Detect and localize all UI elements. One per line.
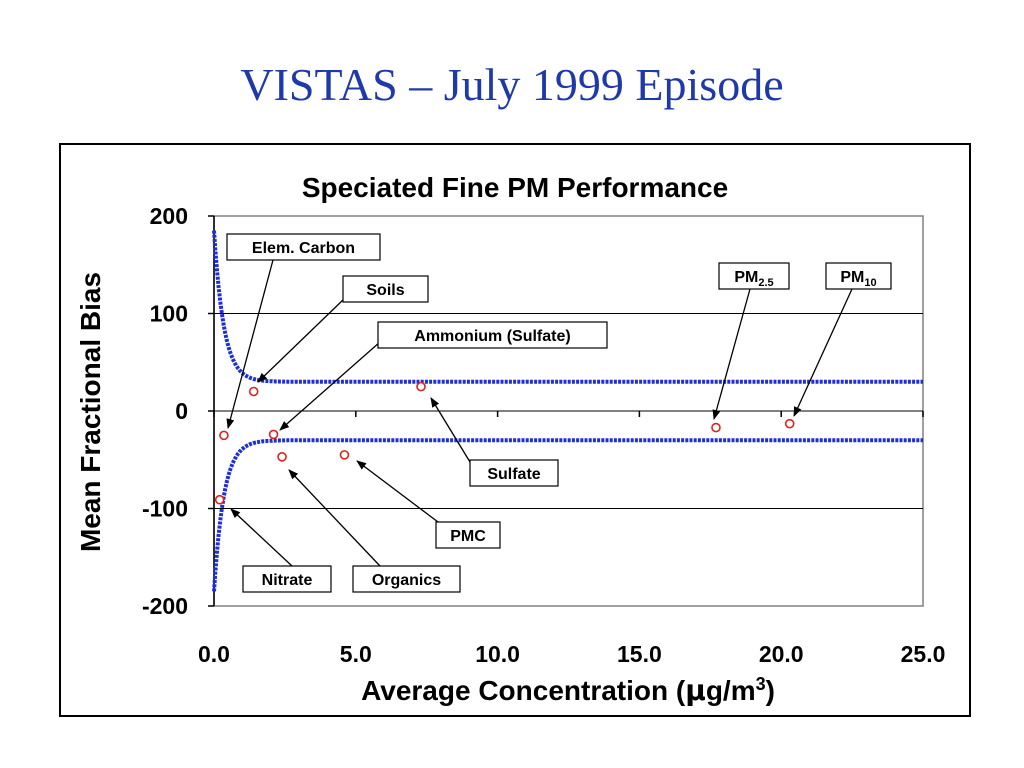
callout-labels: Elem. Carbon Soils Ammonium (Sulfate) Sulfa… xyxy=(226,233,892,593)
x-axis-title-main: Average Concentration ( xyxy=(361,675,686,706)
callout-label: Ammonium (Sulfate) xyxy=(414,328,570,345)
data-point-soils xyxy=(248,386,259,397)
x-axis-title-close: ) xyxy=(766,675,775,706)
callout-box xyxy=(226,233,381,261)
data-point-sulfate xyxy=(416,381,426,392)
callout-arrow xyxy=(430,397,471,463)
callout-label: Nitrate xyxy=(262,572,313,589)
y-tick-label: 200 xyxy=(150,203,188,229)
chart-title: Speciated Fine PM Performance xyxy=(302,172,728,203)
tick-labels: 200 100 0 -100 -200 0.0 5.0 10.0 15.0 20.0 25.0 xyxy=(142,203,945,667)
callout-sulfate: Sulfate xyxy=(469,459,559,487)
x-tick-label: 20.0 xyxy=(759,641,804,667)
callout-label: Elem. Carbon xyxy=(252,240,355,257)
data-point-pm10 xyxy=(784,418,795,429)
y-tick-label: 0 xyxy=(175,398,188,424)
callout-arrow xyxy=(226,259,274,429)
data-point-pm2-5 xyxy=(711,422,721,433)
bias-criteria-curves xyxy=(212,230,923,592)
callout-arrows xyxy=(226,259,853,567)
x-axis-title: Average Concentration (μg/m3) xyxy=(361,674,775,707)
callout-box xyxy=(469,459,559,487)
callout-label: Sulfate xyxy=(487,466,540,483)
callout-box xyxy=(377,321,608,349)
callout-box xyxy=(242,565,332,593)
x-axis-title-sup: 3 xyxy=(756,674,766,694)
callout-elem-carbon: Elem. Carbon xyxy=(226,233,381,261)
callout-label: PM2.5 xyxy=(734,269,773,289)
callout-box xyxy=(718,262,790,290)
x-tick-label: 10.0 xyxy=(475,641,520,667)
x-tick-label: 5.0 xyxy=(340,641,372,667)
callout-pm10: PM10 xyxy=(825,262,892,290)
callout-pmc: PMC xyxy=(435,521,501,549)
callout-nitrate: Nitrate xyxy=(242,565,332,593)
y-axis-title: Mean Fractional Bias xyxy=(75,272,106,552)
callout-label: Organics xyxy=(372,572,441,589)
callout-arrow xyxy=(288,469,381,567)
callout-soils: Soils xyxy=(342,275,429,303)
callout-label: Soils xyxy=(366,282,404,299)
data-point-organics xyxy=(277,452,287,462)
callout-arrow xyxy=(712,288,751,420)
x-tick-label: 0.0 xyxy=(198,641,230,667)
y-tick-label: 100 xyxy=(150,301,188,327)
callout-label: PMC xyxy=(450,528,486,545)
callout-arrow xyxy=(279,341,381,431)
data-point-pmc xyxy=(339,450,350,460)
callout-arrow xyxy=(257,298,345,383)
slide-title: VISTAS – July 1999 Episode xyxy=(240,59,784,110)
callout-box xyxy=(342,275,429,303)
grid-lines xyxy=(214,313,923,509)
callout-pm2-5: PM2.5 xyxy=(718,262,790,290)
callout-box xyxy=(352,565,461,593)
x-axis-title-mu: μ xyxy=(685,674,706,707)
callout-box xyxy=(825,262,892,290)
callout-box xyxy=(435,521,501,549)
y-tick-label: -100 xyxy=(142,496,188,522)
callout-arrow xyxy=(793,288,853,417)
x-tick-label: 25.0 xyxy=(901,641,946,667)
callout-organics: Organics xyxy=(352,565,461,593)
callout-arrow xyxy=(230,508,293,567)
data-point-nitrate xyxy=(214,494,225,505)
callout-arrow xyxy=(356,460,439,523)
y-tick-label: -200 xyxy=(142,593,188,619)
callout-label: PM10 xyxy=(840,269,876,289)
data-point-elem-carbon xyxy=(219,430,229,441)
data-point-ammonium-sulfate xyxy=(268,429,279,440)
axes xyxy=(208,215,924,607)
callout-ammonium-sulfate: Ammonium (Sulfate) xyxy=(377,321,608,349)
upper-bias-curve xyxy=(212,230,923,384)
x-axis-title-unit: g/m xyxy=(706,675,756,706)
x-tick-label: 15.0 xyxy=(617,641,662,667)
data-points xyxy=(214,381,795,505)
lower-bias-curve xyxy=(212,438,923,592)
